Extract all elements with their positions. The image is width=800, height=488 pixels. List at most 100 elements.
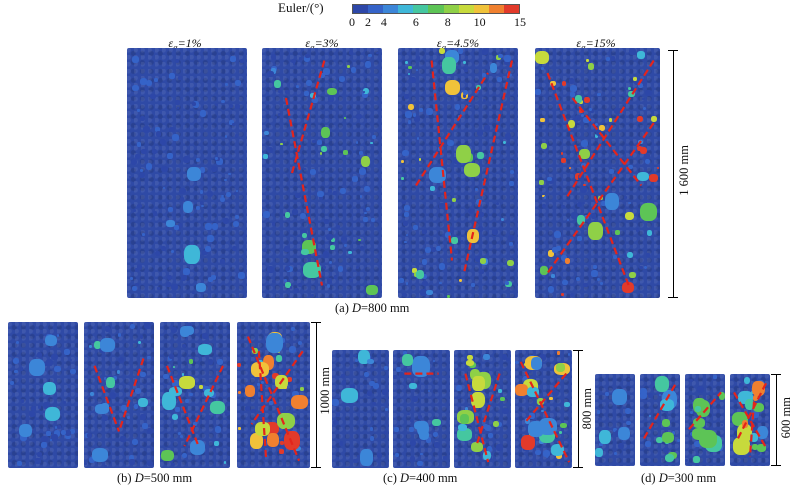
specimen-b-1	[8, 322, 78, 468]
particle	[270, 54, 277, 61]
particle	[50, 433, 58, 441]
particle	[151, 148, 157, 155]
shear-band-line	[546, 122, 655, 274]
particle	[312, 97, 319, 104]
particle	[128, 455, 135, 461]
highlighted-particle	[415, 270, 424, 279]
particle	[507, 234, 515, 242]
particle	[326, 284, 331, 288]
particle	[291, 326, 296, 331]
highlighted-particle	[161, 392, 177, 411]
specimen-c-2	[393, 350, 450, 468]
particle	[409, 427, 414, 432]
particle	[183, 268, 190, 275]
particle	[282, 141, 286, 144]
particle	[421, 228, 427, 234]
highlighted-particle	[624, 212, 634, 221]
particle	[367, 391, 372, 396]
dimension-cap	[771, 465, 781, 466]
particle	[272, 222, 276, 226]
particle	[29, 410, 36, 417]
particle	[177, 223, 182, 228]
highlighted-particle	[412, 355, 430, 377]
particle	[300, 228, 307, 236]
dimension-cap	[668, 50, 678, 51]
particle	[417, 460, 423, 467]
particle	[497, 388, 502, 393]
particle	[224, 411, 230, 417]
specimen-c-4	[515, 350, 572, 468]
particle	[486, 445, 493, 452]
particle	[9, 381, 14, 386]
particle	[263, 153, 269, 159]
particle	[538, 354, 546, 362]
shear-band-line	[519, 361, 571, 463]
particle	[594, 134, 599, 138]
particle	[478, 117, 481, 121]
dimension-line-b	[316, 322, 317, 468]
particle	[583, 97, 590, 104]
colorbar-tick-label: 4	[380, 15, 387, 29]
highlighted-particle	[327, 87, 337, 96]
particle	[179, 196, 184, 201]
shear-band-line	[546, 72, 630, 286]
particle	[542, 203, 547, 208]
dimension-cap	[668, 297, 678, 298]
particle	[377, 452, 383, 458]
particle	[339, 187, 346, 194]
particle	[509, 227, 512, 230]
highlighted-particle	[358, 350, 370, 365]
particle	[140, 148, 147, 155]
particle	[179, 434, 183, 439]
shear-band-line	[246, 336, 301, 462]
highlighted-particle	[138, 397, 149, 407]
particle	[484, 125, 491, 132]
particle	[263, 248, 267, 253]
particle	[600, 282, 603, 285]
shear-band-line	[464, 373, 490, 463]
particle	[614, 107, 621, 114]
particle	[580, 113, 585, 118]
particle	[284, 265, 291, 272]
particle	[207, 191, 214, 198]
particle	[171, 283, 178, 291]
colorbar-segment	[458, 5, 474, 13]
particle	[418, 415, 423, 420]
particle	[356, 454, 360, 458]
shear-band-overlay	[519, 361, 571, 463]
particle	[304, 111, 308, 116]
particle	[208, 276, 214, 282]
particle	[547, 250, 554, 257]
particle	[291, 58, 297, 64]
highlighted-particle	[750, 433, 759, 442]
particle	[599, 124, 606, 131]
particle	[648, 414, 652, 418]
particle	[750, 390, 754, 394]
particle	[289, 346, 297, 353]
particle	[671, 431, 676, 435]
highlighted-particle	[576, 215, 585, 226]
particle	[446, 139, 454, 147]
specimen-d-4	[730, 374, 770, 466]
particle	[153, 211, 158, 216]
particle	[453, 250, 459, 255]
particle	[222, 218, 229, 225]
highlighted-particle	[161, 450, 174, 462]
particle	[484, 425, 491, 432]
particle	[226, 191, 232, 198]
highlighted-particle	[637, 51, 645, 59]
particle	[583, 116, 590, 124]
particle	[356, 265, 359, 269]
particle	[217, 359, 224, 365]
particle	[262, 211, 270, 218]
particle	[507, 259, 514, 267]
particle	[363, 372, 370, 378]
highlighted-particle	[273, 80, 281, 88]
particle	[405, 110, 412, 118]
particle	[133, 208, 137, 212]
particle	[136, 142, 141, 147]
particle	[12, 357, 19, 365]
particle	[323, 219, 329, 224]
particle	[276, 355, 283, 362]
highlighted-particle	[640, 146, 648, 155]
